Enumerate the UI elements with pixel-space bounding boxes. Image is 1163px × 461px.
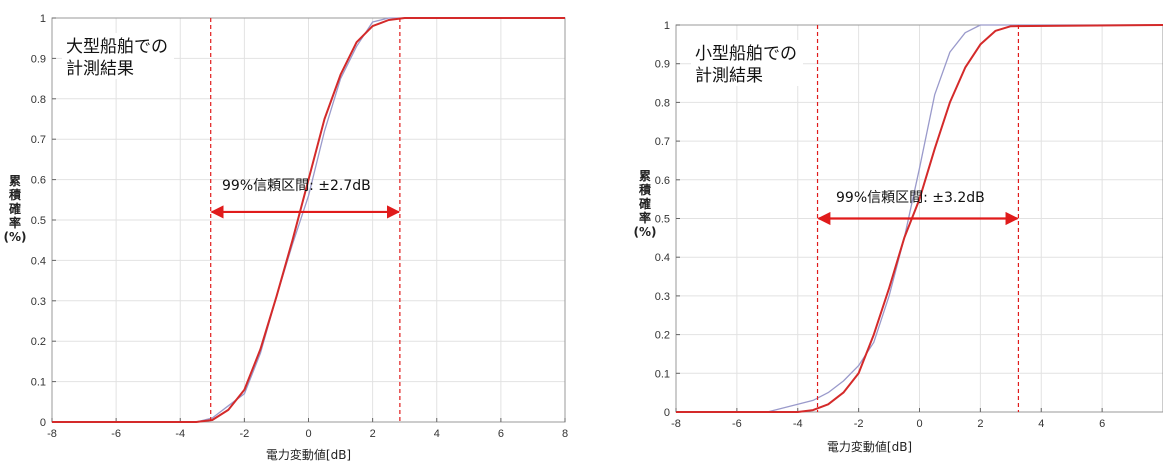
y-axis-label-part: 率: [9, 215, 21, 230]
y-axis-label-part: 累: [639, 169, 651, 183]
y-axis-label-part: (%): [4, 230, 27, 244]
y-tick-label: 0.8: [31, 94, 46, 106]
x-tick-label: 0: [916, 418, 922, 430]
x-tick-label: 2: [977, 418, 983, 430]
y-tick-label: 0.1: [31, 377, 46, 389]
y-axis-label: 累積確率(%): [4, 174, 27, 244]
y-tick-label: 0.2: [655, 330, 670, 342]
y-tick-label: 0.4: [655, 252, 670, 264]
y-tick-label: 0.9: [31, 53, 46, 65]
y-tick-label: 1: [664, 20, 670, 32]
y-tick-label: 0.6: [655, 175, 670, 187]
x-tick-label: -4: [175, 428, 185, 440]
series-line-2: [676, 24, 1163, 413]
ci-label: 99%信頼区間: ±3.2dB: [836, 190, 985, 206]
y-tick-label: 0.5: [655, 214, 670, 226]
y-axis-label-part: 確: [9, 201, 21, 216]
y-axis-label-part: 積: [8, 187, 22, 202]
y-tick-label: 0.6: [31, 175, 46, 187]
y-tick-label: 0.1: [655, 368, 670, 380]
y-tick-label: 1: [40, 13, 46, 25]
y-axis-label-part: 確: [639, 196, 651, 211]
series-line-1: [52, 17, 565, 423]
x-tick-label: 0: [305, 428, 311, 440]
x-tick-label: 4: [1038, 418, 1044, 430]
y-axis-label-part: 累: [9, 174, 21, 188]
x-tick-label: 6: [498, 428, 504, 440]
x-tick-label: -6: [732, 418, 742, 430]
y-axis-label-part: (%): [634, 225, 657, 239]
annotation-text: 計測結果: [66, 59, 134, 79]
y-tick-label: 0.3: [655, 291, 670, 303]
y-axis-label-part: 率: [639, 210, 651, 225]
y-tick-label: 0.7: [31, 134, 46, 146]
x-tick-label: -6: [111, 428, 121, 440]
annotation-box: [691, 40, 803, 86]
y-tick-label: 0.7: [655, 136, 670, 148]
x-axis-label: 電力変動値[dB]: [266, 447, 351, 461]
annotation-text: 計測結果: [695, 66, 763, 86]
x-tick-label: -4: [793, 418, 803, 430]
x-tick-label: 2: [370, 428, 376, 440]
x-tick-label: -2: [239, 428, 249, 440]
y-tick-label: 0: [40, 417, 46, 429]
y-tick-label: 0.3: [31, 296, 46, 308]
annotation-box: [62, 33, 174, 79]
ci-label: 99%信頼区間: ±2.7dB: [222, 178, 371, 194]
y-tick-label: 0.4: [31, 255, 46, 267]
chart-panel-2: -8 -6 -4 -2 0 2 4 6 0 0.1 0.2 0.3 0.4 0.5 0.6 0.7 0.8 0.9…: [634, 20, 1163, 454]
y-axis-label: 累積確率(%): [634, 169, 657, 239]
y-tick-label: 0.8: [655, 97, 670, 109]
x-tick-label: 4: [434, 428, 440, 440]
x-tick-label: 6: [1099, 418, 1105, 430]
y-tick-label: 0: [664, 407, 670, 419]
x-tick-label: -8: [671, 418, 681, 430]
annotation-text: 大型船舶での: [66, 37, 168, 57]
y-tick-label: 0.2: [31, 336, 46, 348]
x-axis-label: 電力変動値[dB]: [827, 439, 912, 454]
series-line-1: [676, 24, 1163, 413]
y-tick-label: 0.5: [31, 215, 46, 227]
y-tick-label: 0.9: [655, 59, 670, 71]
annotation-text: 小型船舶での: [695, 44, 797, 64]
x-tick-label: -2: [854, 418, 864, 430]
chart-panel-1: -8 -6 -4 -2 0 2 4 6 8 0 0.1 0.2 0.3 0.4 0.5 0.6 0.7 0.8 0.…: [4, 13, 569, 461]
x-tick-label: 8: [562, 428, 568, 440]
y-axis-label-part: 積: [638, 182, 652, 197]
x-tick-label: -8: [47, 428, 57, 440]
